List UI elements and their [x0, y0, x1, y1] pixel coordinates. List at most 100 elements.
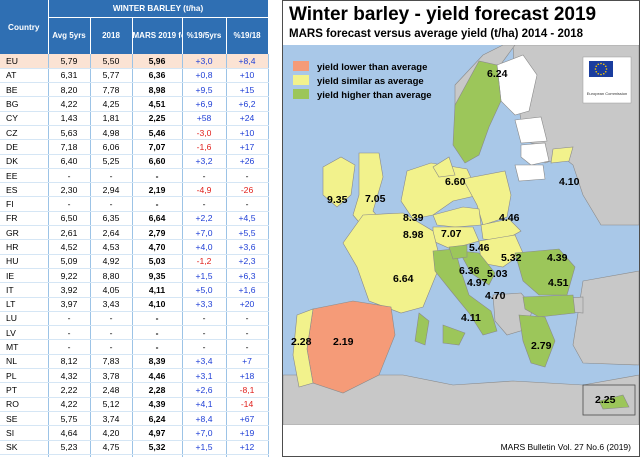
cell-pct-5yrs: -1,6 — [182, 139, 227, 155]
cell-avg5: 4,32 — [48, 368, 91, 384]
cell-country: HR — [0, 239, 49, 255]
legend-swatch-similar — [293, 75, 309, 85]
cell-pct-18: +26 — [226, 154, 269, 169]
cell-country: DK — [0, 154, 49, 169]
cell-y2018: 7,78 — [90, 82, 133, 98]
cell-avg5: 6,50 — [48, 211, 91, 227]
table-row: IT 3,92 4,05 4,11 +5,0 +1,6 — [0, 282, 269, 298]
cell-y2018: 8,80 — [90, 268, 133, 284]
cell-avg5: 8,12 — [48, 354, 91, 370]
flag-star — [597, 63, 600, 66]
cell-country: PL — [0, 368, 49, 384]
cyprus-inset-frame — [582, 384, 636, 416]
cell-avg5: 1,43 — [48, 111, 91, 126]
cell-country: BG — [0, 96, 49, 112]
cell-y2018: - — [90, 339, 133, 355]
cell-y2018: 4,53 — [90, 239, 133, 255]
cell-country: RO — [0, 397, 49, 412]
map-value-es: 2.19 — [333, 336, 354, 348]
table-row: MT - - - - - — [0, 339, 269, 355]
cell-y2018: - — [90, 325, 133, 341]
cell-y2018: 2,48 — [90, 382, 133, 398]
flag-star — [594, 68, 597, 70]
cell-pct-5yrs: -4,9 — [182, 182, 227, 198]
legend-swatch-lower — [293, 61, 309, 71]
map-value-se: 6.24 — [487, 68, 508, 80]
cell-forecast: - — [132, 325, 183, 341]
table-row: BE 8,20 7,78 8,98 +9,5 +15 — [0, 82, 269, 98]
map-value-gr: 2.79 — [531, 340, 552, 352]
map-value-hu: 5.03 — [487, 268, 508, 280]
cell-pct-18: +24 — [226, 111, 269, 126]
cell-country: IE — [0, 268, 49, 284]
cell-forecast: - — [132, 168, 183, 184]
cell-pct-5yrs: +6,9 — [182, 96, 227, 112]
cell-country: LV — [0, 325, 49, 341]
cell-avg5: 6,31 — [48, 68, 91, 84]
cell-forecast: 4,51 — [132, 96, 183, 112]
cell-y2018: 3,43 — [90, 297, 133, 312]
header-country: Country — [0, 0, 49, 54]
table-row: FI - - - - - — [0, 196, 269, 212]
cell-forecast: 8,39 — [132, 354, 183, 370]
logo-text: European Commission — [587, 91, 627, 96]
table-row: CZ 5,63 4,98 5,46 -3,0 +10 — [0, 125, 269, 141]
country-pt — [292, 308, 314, 388]
map-credit: MARS Bulletin Vol. 27 No.6 (2019) — [500, 442, 631, 452]
cell-country: HU — [0, 254, 49, 269]
cell-y2018: - — [90, 196, 133, 212]
cell-pct-18: +10 — [226, 125, 269, 141]
cell-pct-5yrs: +4,1 — [182, 397, 227, 412]
header-avg5: Avg 5yrs — [48, 16, 91, 54]
cell-avg5: 2,61 — [48, 225, 91, 241]
cell-forecast: - — [132, 311, 183, 327]
cell-pct-18: +2,3 — [226, 254, 269, 269]
cell-pct-5yrs: +7,0 — [182, 425, 227, 441]
cell-pct-5yrs: +3,1 — [182, 368, 227, 384]
map-subtitle: MARS forecast versus average yield (t/ha… — [289, 28, 584, 40]
table-row: HR 4,52 4,53 4,70 +4,0 +3,6 — [0, 239, 269, 255]
cell-avg5: 5,75 — [48, 411, 91, 427]
header-pct-5yrs: %19/5yrs — [182, 16, 227, 54]
europe-map: yield lower than average yield similar as… — [283, 45, 639, 425]
map-value-bg: 4.51 — [548, 277, 569, 289]
cell-country: LT — [0, 297, 49, 312]
cell-avg5: 5,09 — [48, 254, 91, 269]
cell-avg5: 7,18 — [48, 139, 91, 155]
map-value-uk: 7.05 — [365, 193, 386, 205]
table-row: EE - - - - - — [0, 168, 269, 184]
cell-pct-18: +8,4 — [226, 54, 269, 69]
map-value-dk: 6.60 — [445, 176, 466, 188]
table-row: SE 5,75 3,74 6,24 +8,4 +67 — [0, 411, 269, 427]
cell-forecast: 2,28 — [132, 382, 183, 398]
cell-pct-5yrs: - — [182, 339, 227, 355]
table-row: EU 5,79 5,50 5,96 +3,0 +8,4 — [0, 54, 269, 69]
cell-pct-18: +15 — [226, 82, 269, 98]
cell-forecast: 6,36 — [132, 68, 183, 84]
cell-country: GR — [0, 225, 49, 241]
flag-star — [602, 72, 605, 75]
cell-pct-18: - — [226, 325, 269, 341]
cell-y2018: 2,94 — [90, 182, 133, 198]
cell-y2018: 7,83 — [90, 354, 133, 370]
map-value-lt: 4.10 — [559, 176, 580, 188]
eu-flag-logo: European Commission — [582, 56, 632, 104]
cell-forecast: 5,03 — [132, 254, 183, 269]
cell-forecast: 2,19 — [132, 182, 183, 198]
cell-pct-18: +7 — [226, 354, 269, 370]
map-value-de: 7.07 — [441, 228, 462, 240]
cell-y2018: 1,81 — [90, 111, 133, 126]
cell-pct-5yrs: - — [182, 196, 227, 212]
cell-y2018: 3,74 — [90, 411, 133, 427]
cell-y2018: 5,77 — [90, 68, 133, 84]
cell-pct-18: +5,5 — [226, 225, 269, 241]
cell-pct-5yrs: +3,2 — [182, 154, 227, 169]
map-value-pl: 4.46 — [499, 212, 520, 224]
cell-country: SE — [0, 411, 49, 427]
map-title: Winter barley - yield forecast 2019 — [289, 4, 597, 25]
cell-avg5: 4,22 — [48, 96, 91, 112]
cell-country: CZ — [0, 125, 49, 141]
table-row: DK 6,40 5,25 6,60 +3,2 +26 — [0, 154, 269, 169]
cell-pct-18: - — [226, 339, 269, 355]
cell-forecast: 4,10 — [132, 297, 183, 312]
